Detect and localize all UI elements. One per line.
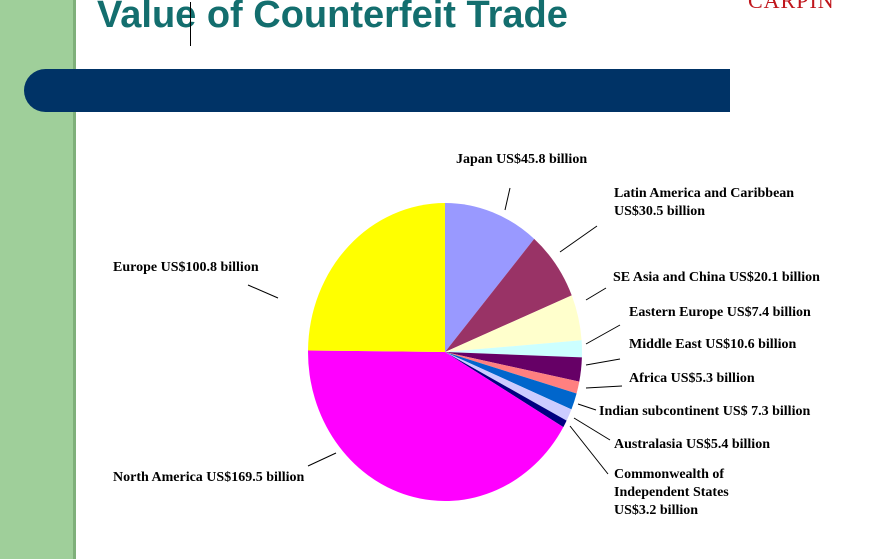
leader-line [559, 225, 598, 253]
leader-line [585, 385, 623, 389]
slice-label-line: Independent States [614, 485, 729, 500]
slice-label-line: Commonwealth of [614, 467, 724, 482]
slice-label-line: Indian subcontinent US$ 7.3 billion [599, 404, 810, 419]
slice-label-line: Africa US$5.3 billion [629, 371, 755, 386]
page-title: Value of Counterfeit Trade [97, 0, 568, 36]
slice-label-line: Latin America and Caribbean [614, 186, 794, 201]
corner-logo-text: CARPIN [748, 0, 835, 13]
slice-label-line: US$3.2 billion [614, 503, 698, 518]
leader-line [585, 324, 621, 345]
leader-line [585, 358, 621, 366]
slice-label-line: Eastern Europe US$7.4 billion [629, 305, 811, 320]
leader-line [504, 187, 511, 211]
pie-slice [445, 238, 572, 352]
pie-slice [445, 352, 577, 410]
text-cursor [190, 2, 191, 46]
slice-label-line: US$30.5 billion [614, 204, 705, 219]
pie-slice [445, 295, 582, 352]
pie-slice [445, 352, 580, 394]
slice-label: Africa US$5.3 billion [629, 371, 755, 386]
pie-slice [308, 350, 564, 502]
slice-label-line: Japan US$45.8 billion [456, 152, 587, 167]
slice-label: SE Asia and China US$20.1 billion [613, 270, 820, 285]
leader-line [307, 452, 337, 467]
leader-line [247, 284, 279, 299]
slice-label: Middle East US$10.6 billion [629, 337, 796, 352]
slice-label: Australasia US$5.4 billion [614, 437, 770, 452]
slice-label-line: SE Asia and China US$20.1 billion [613, 270, 820, 285]
pie-slice [445, 352, 572, 421]
slice-label: Indian subcontinent US$ 7.3 billion [599, 404, 810, 419]
leader-line [569, 425, 609, 475]
side-strip-edge [73, 0, 76, 559]
leader-line [577, 403, 597, 411]
slice-label: Commonwealth of Independent States US$3.2 … [614, 467, 729, 518]
pie-slice [445, 352, 582, 382]
title-banner [24, 69, 730, 112]
pie-slice [445, 340, 582, 358]
slice-label: Europe US$100.8 billion [113, 260, 259, 275]
slice-label-line: North America US$169.5 billion [113, 470, 305, 485]
pie-slice [308, 203, 445, 352]
slice-label: Eastern Europe US$7.4 billion [629, 305, 811, 320]
slice-label-line: Middle East US$10.6 billion [629, 337, 796, 352]
slice-label-line: Europe US$100.8 billion [113, 260, 259, 275]
leader-line [573, 417, 611, 441]
slice-label: North America US$169.5 billion [113, 470, 305, 485]
pie-slice [445, 203, 535, 352]
slice-label: Japan US$45.8 billion [456, 152, 587, 167]
slice-label: Latin America and Caribbean US$30.5 billi… [614, 186, 794, 219]
slice-label-line: Australasia US$5.4 billion [614, 437, 770, 452]
pie-slice [445, 352, 567, 428]
leader-line [585, 287, 607, 301]
